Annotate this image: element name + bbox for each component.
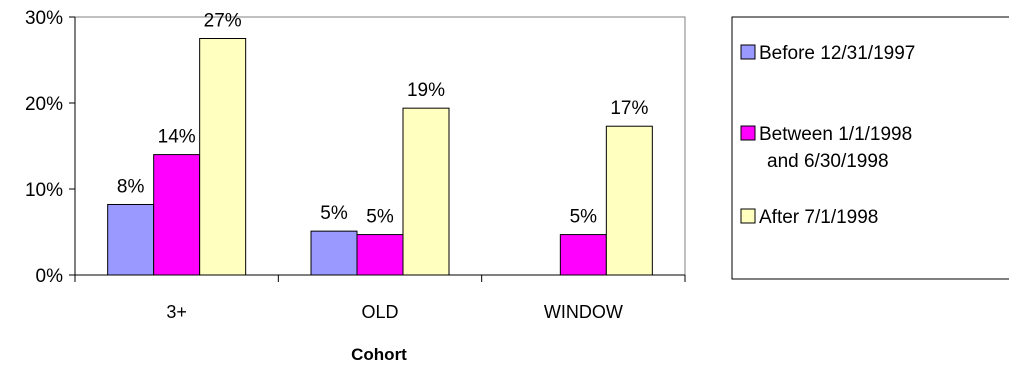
y-tick-label: 20% xyxy=(25,94,63,115)
data-label: 5% xyxy=(366,207,394,228)
data-label: 8% xyxy=(117,176,145,197)
legend-swatch xyxy=(740,208,756,224)
x-ticks xyxy=(74,275,686,282)
category-labels: 3+ OLD WINDOW xyxy=(166,302,622,322)
legend-swatch xyxy=(740,44,756,60)
bar xyxy=(310,230,358,276)
legend-label: Before 12/31/1997 xyxy=(759,43,915,64)
y-ticks: 0% 10% 20% 30% xyxy=(25,8,75,287)
y-tick-label: 0% xyxy=(36,266,64,287)
category-label: OLD xyxy=(361,302,398,322)
bar xyxy=(107,203,155,276)
x-axis-title: Cohort xyxy=(351,345,407,364)
data-label: 19% xyxy=(407,80,445,101)
category-label: WINDOW xyxy=(544,302,623,322)
legend-box xyxy=(731,16,1009,280)
legend-swatch xyxy=(740,125,756,141)
data-label: 14% xyxy=(158,127,196,148)
category-label: 3+ xyxy=(166,302,187,322)
bars xyxy=(107,38,653,276)
bar xyxy=(199,38,247,276)
legend-label: After 7/1/1998 xyxy=(759,207,878,228)
data-label: 27% xyxy=(204,11,242,32)
legend-label: Between 1/1/1998 and 6/30/1998 xyxy=(759,124,912,172)
bar xyxy=(605,125,653,276)
data-labels: 8% 14% 27% 5% 5% 19% 5% 17% xyxy=(117,11,649,228)
y-tick-label: 30% xyxy=(25,8,63,29)
legend: Before 12/31/1997 Between 1/1/1998 and 6/3… xyxy=(731,16,1009,280)
data-label: 5% xyxy=(320,203,348,224)
bar xyxy=(356,234,404,276)
data-label: 5% xyxy=(570,207,598,228)
bar xyxy=(402,107,450,276)
bar xyxy=(153,154,201,276)
data-label: 17% xyxy=(610,98,648,119)
bar xyxy=(559,234,607,276)
y-tick-label: 10% xyxy=(25,180,63,201)
